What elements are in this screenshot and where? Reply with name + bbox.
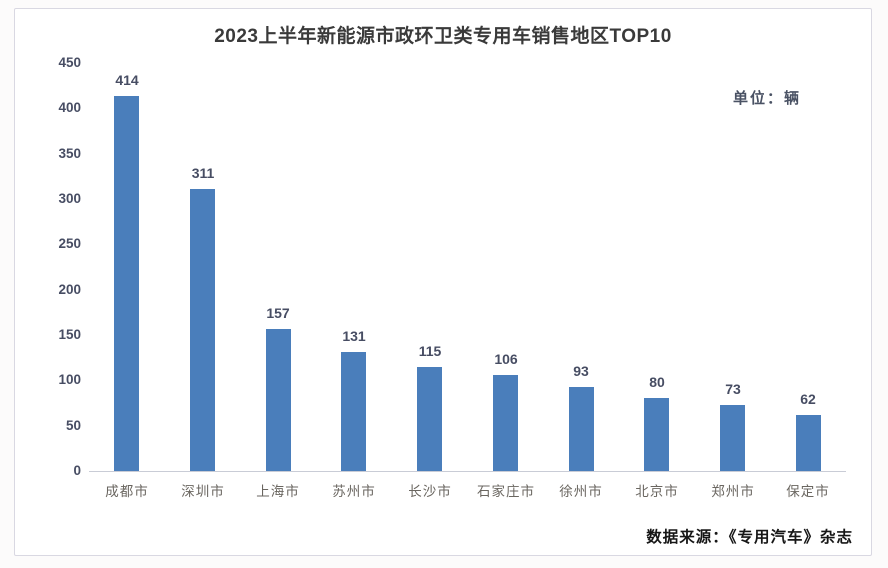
bar — [114, 96, 139, 471]
y-tick-label: 450 — [58, 55, 81, 70]
bar-value-label: 62 — [800, 391, 816, 407]
data-source-label: 数据来源：《专用汽车》杂志 — [646, 529, 853, 546]
x-tick-label: 徐州市 — [559, 484, 603, 499]
bar — [266, 329, 291, 471]
y-tick-label: 350 — [58, 145, 81, 161]
x-tick-label: 深圳市 — [181, 484, 225, 499]
bar-value-label: 106 — [494, 351, 518, 367]
x-axis-line — [89, 471, 846, 472]
chart-card: 2023上半年新能源市政环卫类专用车销售地区TOP10 单位：辆 0 50 100 1… — [14, 8, 872, 556]
y-tick-label: 0 — [73, 463, 81, 478]
unit-label: 单位：辆 — [732, 90, 801, 107]
y-tick-label: 400 — [58, 100, 81, 116]
x-tick-label: 成都市 — [105, 484, 149, 499]
bar — [644, 398, 669, 471]
bar — [569, 387, 594, 471]
x-tick-label: 石家庄市 — [477, 484, 535, 499]
bar — [796, 415, 821, 471]
x-tick-label: 上海市 — [256, 484, 300, 499]
bar-value-label: 131 — [342, 328, 366, 344]
y-tick-label: 300 — [58, 191, 81, 206]
x-tick-label: 郑州市 — [711, 484, 755, 499]
bar-value-label: 311 — [191, 165, 215, 181]
x-tick-label: 北京市 — [635, 484, 679, 499]
x-tick-label: 长沙市 — [408, 484, 452, 499]
y-tick-label: 150 — [58, 327, 81, 342]
bar-value-label: 115 — [418, 343, 442, 359]
bar-value-label: 414 — [115, 72, 139, 88]
bar-value-label: 93 — [573, 363, 589, 379]
y-tick-label: 100 — [58, 372, 81, 388]
bar — [493, 375, 518, 471]
bar-value-label: 157 — [266, 305, 290, 321]
plot-area: 0 50 100 150 200 250 300 350 400 450 414 成都市 311 深圳市 1… — [15, 9, 871, 555]
bar — [720, 405, 745, 471]
bar — [341, 352, 366, 471]
y-tick-label: 200 — [58, 281, 81, 297]
bar-value-label: 80 — [649, 374, 665, 390]
x-tick-label: 保定市 — [786, 484, 830, 499]
bar — [190, 189, 215, 471]
y-tick-label: 50 — [65, 417, 81, 433]
bar — [417, 367, 442, 471]
bar-value-label: 73 — [725, 381, 741, 397]
x-tick-label: 苏州市 — [332, 484, 376, 499]
chart-title: 2023上半年新能源市政环卫类专用车销售地区TOP10 — [214, 26, 672, 47]
y-tick-label: 250 — [58, 236, 81, 252]
